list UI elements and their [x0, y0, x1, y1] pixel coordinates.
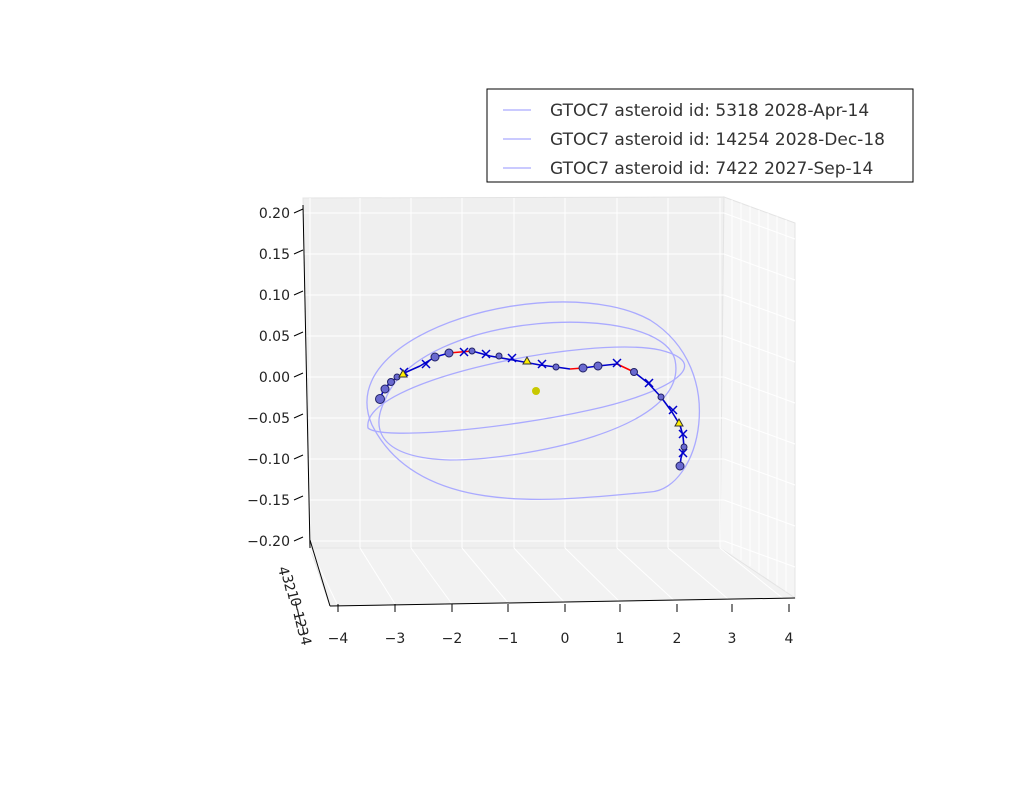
x-tick-label: 2	[673, 631, 682, 647]
trajectory-node	[578, 363, 588, 373]
z-axis-line	[302, 204, 311, 549]
legend: GTOC7 asteroid id: 5318 2028-Apr-14 GTOC…	[486, 88, 914, 183]
x-tick-label: −4	[328, 631, 349, 647]
x-axis-line	[329, 597, 796, 607]
trajectory-node	[495, 352, 503, 360]
y-tick-label: 4	[274, 565, 292, 577]
z-tick-mark	[293, 290, 304, 296]
z-tick-mark	[293, 495, 304, 501]
y-tick-label: −1	[287, 598, 307, 622]
legend-label-2: GTOC7 asteroid id: 14254 2028-Dec-18	[550, 130, 885, 150]
trajectory-node	[375, 394, 385, 404]
sun-marker	[532, 387, 540, 395]
grid-line-floor	[616, 547, 679, 605]
thrust-marker	[421, 359, 431, 369]
trajectory-node	[675, 461, 685, 471]
y-tick-label: 3	[278, 573, 296, 585]
y-axis-line	[309, 539, 331, 607]
trajectory-node	[444, 348, 454, 358]
trajectory-layer	[375, 347, 688, 471]
grid-line-floor	[309, 547, 338, 605]
z-tick-label: 0.20	[259, 206, 290, 222]
z-tick-mark	[293, 454, 304, 460]
legend-label-1: GTOC7 asteroid id: 5318 2028-Apr-14	[550, 101, 869, 121]
trajectory-node	[387, 378, 395, 386]
orbit-3	[378, 321, 677, 461]
y-tick-label: −3	[291, 614, 311, 638]
arrival-marker	[398, 368, 408, 378]
grid-line-floor	[564, 547, 623, 605]
grid-line-floor	[667, 547, 735, 605]
grid-line-floor	[359, 547, 396, 605]
x-tick-label: 0	[561, 631, 570, 647]
grid-line-floor	[461, 547, 510, 605]
orbit-1	[366, 301, 700, 501]
x-tick-label: −3	[385, 631, 406, 647]
legend-box	[486, 88, 914, 183]
y-tick-label: 1	[283, 589, 301, 601]
z-tick-label: −0.15	[247, 493, 290, 509]
grid-line-floor	[410, 547, 453, 605]
z-tick-label: −0.10	[247, 452, 290, 468]
x-tick-label: 3	[728, 631, 737, 647]
z-tick-label: 0.00	[259, 370, 290, 386]
thrust-marker	[481, 349, 491, 359]
floor-pane	[309, 547, 797, 607]
trajectory-node	[630, 368, 638, 376]
z-tick-mark	[293, 413, 304, 419]
x-tick-label: −1	[498, 631, 519, 647]
thrust-marker	[678, 448, 688, 458]
trajectory-node	[657, 393, 665, 401]
y-tick-label: −4	[294, 623, 314, 647]
trajectory-node	[593, 361, 603, 371]
x-tick-label: 4	[785, 631, 794, 647]
thrust-marker	[678, 429, 688, 439]
thrust-marker	[612, 358, 622, 368]
orbit-2	[367, 346, 686, 434]
y-tick-label: 0	[286, 596, 304, 608]
trajectory-node	[552, 363, 560, 371]
z-tick-label: 0.10	[259, 288, 290, 304]
z-tick-label: −0.05	[247, 411, 290, 427]
z-tick-label: −0.20	[247, 534, 290, 550]
y-tick-label: −2	[289, 606, 309, 630]
orbit-layer	[366, 301, 700, 501]
trajectory-node	[468, 347, 476, 355]
trajectory-node	[430, 352, 440, 362]
arrival-marker	[674, 417, 684, 427]
thrust-marker	[507, 353, 517, 363]
grid-lines	[303, 198, 796, 605]
z-tick-mark	[293, 249, 304, 255]
thrust-marker	[537, 359, 547, 369]
thrust-marker	[668, 405, 678, 415]
z-tick-label: 0.05	[259, 329, 290, 345]
z-tick-mark	[293, 208, 304, 214]
y-tick-label: 2	[280, 581, 298, 593]
thrust-marker	[459, 347, 469, 357]
z-tick-mark	[293, 372, 304, 378]
trajectory-node	[680, 443, 688, 451]
axis-ticks: 0.20 0.15 0.10 0.05 0.00 −0.05 −0.10 −0.15 −0.20…	[247, 204, 796, 647]
thrust-marker	[644, 378, 654, 388]
grid-line-floor	[719, 547, 791, 605]
grid-line-floor	[513, 547, 567, 605]
trajectory-node	[380, 384, 390, 394]
arrival-marker	[522, 355, 532, 365]
x-tick-label: −2	[442, 631, 463, 647]
z-tick-label: 0.15	[259, 247, 290, 263]
z-tick-mark	[293, 536, 304, 542]
legend-label-3: GTOC7 asteroid id: 7422 2027-Sep-14	[550, 159, 873, 179]
x-tick-label: 1	[616, 631, 625, 647]
z-tick-mark	[293, 331, 304, 337]
